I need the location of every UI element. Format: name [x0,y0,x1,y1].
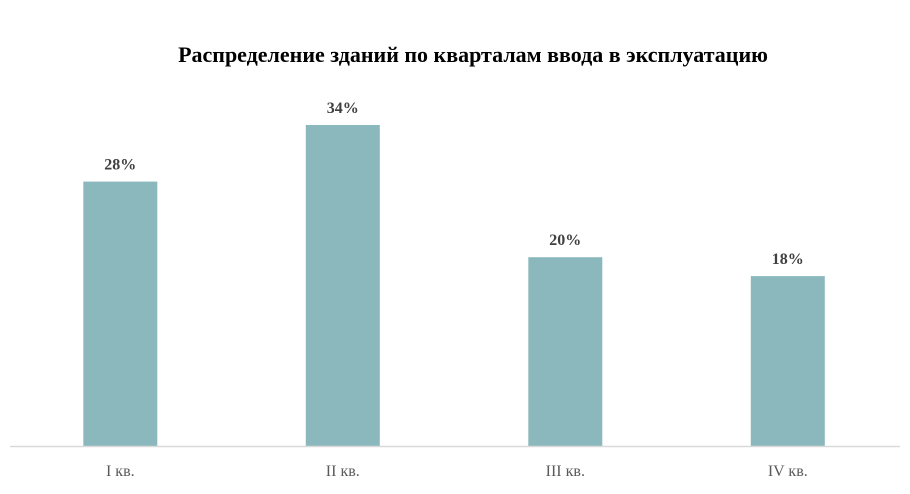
x-tick-label: II кв. [326,463,360,480]
bar [305,125,380,446]
bar [528,257,603,446]
data-label: 34% [327,100,359,117]
x-tick-labels-layer: I кв. II кв. III кв. IV кв. [106,463,808,480]
bars-layer [83,125,825,446]
x-tick-label: III кв. [546,463,585,480]
chart-title: Распределение зданий по кварталам ввода … [178,42,768,67]
x-tick-label: IV кв. [768,463,808,480]
data-label: 28% [104,157,136,174]
data-label: 20% [549,232,581,249]
bar [750,276,825,446]
x-tick-label: I кв. [106,463,135,480]
bar [83,181,158,446]
data-labels-layer: 28% 34% 20% 18% [104,100,804,268]
data-label: 18% [772,251,804,268]
